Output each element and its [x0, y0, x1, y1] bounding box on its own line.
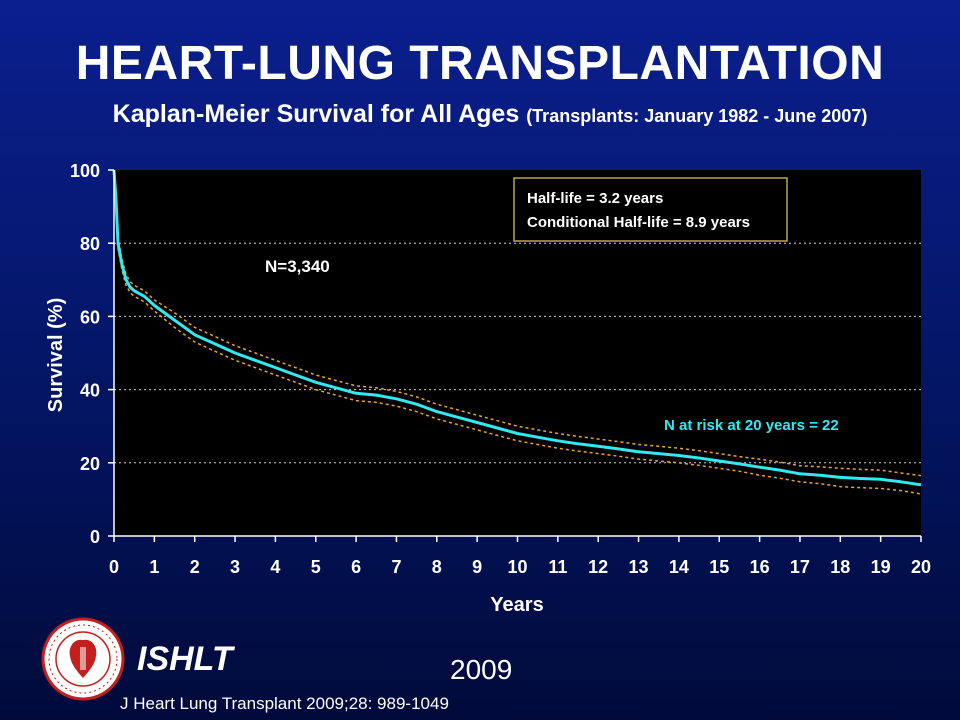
half-life-text: Half-life = 3.2 years	[527, 190, 663, 207]
n-total-label: N=3,340	[265, 257, 330, 276]
upper-ci-curve	[113, 169, 922, 477]
n-at-risk-label: N at risk at 20 years = 22	[664, 417, 839, 434]
x-tick-label: 8	[432, 557, 442, 577]
x-tick-label: 7	[391, 557, 401, 577]
x-tick-label: 0	[109, 557, 119, 577]
subtitle-main: Kaplan-Meier Survival for All Ages	[112, 100, 520, 128]
conditional-half-life-text: Conditional Half-life = 8.9 years	[527, 214, 750, 231]
x-tick-label: 17	[790, 557, 810, 577]
y-tick-label: 100	[70, 161, 100, 181]
x-tick-label: 14	[669, 557, 689, 577]
x-tick-label: 2	[190, 557, 200, 577]
page-title: HEART-LUNG TRANSPLANTATION	[75, 37, 885, 90]
x-tick-label: 19	[871, 557, 891, 577]
year-label: 2009	[450, 654, 513, 685]
page-subtitle: Kaplan-Meier Survival for All Ages (Tran…	[40, 100, 940, 129]
ishlt-logo	[41, 617, 125, 701]
x-tick-label: 5	[311, 557, 321, 577]
y-axis-label: Survival (%)	[45, 298, 67, 412]
half-life-box	[513, 177, 788, 242]
x-tick-label: 16	[750, 557, 770, 577]
lower-ci-curve	[113, 169, 922, 495]
y-tick-label: 0	[90, 527, 100, 547]
x-tick-label: 12	[588, 557, 608, 577]
citation: J Heart Lung Transplant 2009;28: 989-104…	[120, 694, 449, 713]
survival-curve	[112, 169, 922, 487]
x-tick-label: 1	[149, 557, 159, 577]
x-tick-label: 13	[629, 557, 649, 577]
y-tick-label: 80	[80, 234, 100, 254]
x-tick-label: 10	[507, 557, 527, 577]
x-tick-label: 18	[830, 557, 850, 577]
x-axis-label: Years	[490, 594, 543, 616]
y-tick-label: 40	[80, 381, 100, 401]
subtitle-note: (Transplants: January 1982 - June 2007)	[526, 106, 868, 126]
x-tick-label: 3	[230, 557, 240, 577]
x-tick-label: 11	[548, 557, 567, 577]
x-tick-label: 9	[472, 557, 482, 577]
x-tick-label: 6	[351, 557, 361, 577]
x-tick-label: 15	[709, 557, 729, 577]
y-tick-label: 20	[80, 454, 100, 474]
ishlt-label: ISHLT	[137, 640, 233, 678]
y-tick-label: 60	[80, 307, 100, 327]
x-tick-label: 20	[911, 557, 931, 577]
x-tick-label: 4	[270, 557, 280, 577]
